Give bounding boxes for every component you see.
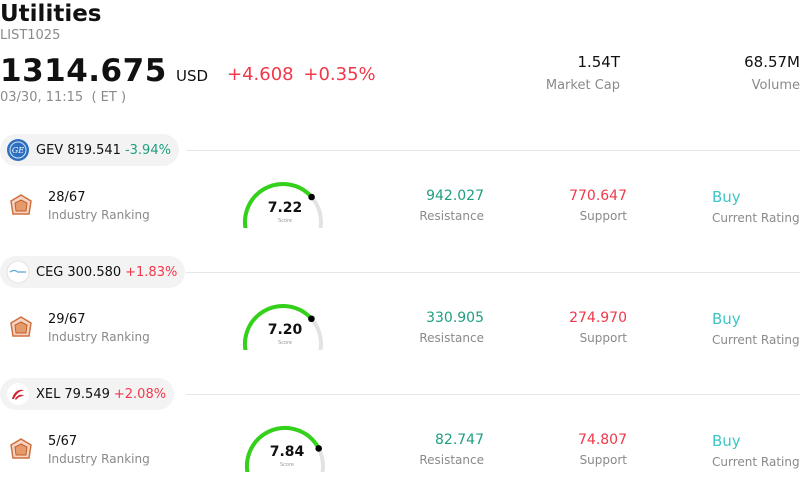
score-gauge-arc bbox=[245, 426, 325, 481]
svg-text:GE: GE bbox=[12, 146, 24, 155]
list-code: LIST1025 bbox=[0, 28, 61, 43]
rating-value[interactable]: Buy bbox=[712, 432, 741, 450]
gauge-marker bbox=[308, 193, 315, 201]
currency-label: USD bbox=[176, 67, 209, 85]
stock-chip-ceg[interactable]: CEG 300.580 +1.83% bbox=[0, 256, 186, 288]
ranking-badge-icon bbox=[8, 315, 34, 341]
stock-change-percent: +1.83% bbox=[125, 264, 178, 280]
gauge-marker bbox=[315, 445, 322, 452]
score-gauge-arc bbox=[243, 304, 323, 359]
score-label: Score bbox=[279, 462, 294, 468]
resistance-label: Resistance bbox=[419, 453, 484, 467]
stock-change-percent: -3.94% bbox=[124, 142, 171, 158]
support-value: 74.807 bbox=[578, 432, 627, 448]
section-divider bbox=[186, 150, 800, 151]
stock-change-percent: +2.08% bbox=[113, 386, 167, 402]
stock-price: 819.541 bbox=[67, 142, 121, 158]
ticker: CEG bbox=[36, 264, 64, 280]
change-percent: +0.35% bbox=[303, 64, 376, 85]
ge-logo-icon: GE bbox=[6, 138, 30, 162]
stock-chip-xel[interactable]: XEL 79.549 +2.08% bbox=[0, 378, 175, 410]
score-gauge bbox=[240, 300, 326, 359]
market-cap-value: 1.54T bbox=[577, 53, 620, 71]
support-label: Support bbox=[579, 331, 627, 345]
stock-price: 79.549 bbox=[64, 386, 110, 402]
score-gauge-arc bbox=[243, 182, 323, 237]
ranking-badge-icon bbox=[8, 193, 34, 219]
score-label: Score bbox=[277, 340, 292, 346]
gauge-fill bbox=[243, 182, 314, 237]
support-label: Support bbox=[579, 209, 627, 223]
stock-price: 300.580 bbox=[67, 264, 122, 280]
volume-value: 68.57M bbox=[744, 53, 800, 71]
timestamp: 03/30, 11:15 ( ET ) bbox=[0, 90, 127, 105]
ticker: XEL bbox=[36, 386, 61, 402]
industry-rank-label: Industry Ranking bbox=[48, 452, 150, 466]
index-price: 1314.675 bbox=[0, 53, 167, 89]
industry-rank-label: Industry Ranking bbox=[48, 208, 150, 222]
index-change: +4.608 +0.35% bbox=[227, 64, 376, 85]
support-label: Support bbox=[579, 453, 627, 467]
gauge-fill bbox=[243, 304, 314, 359]
resistance-label: Resistance bbox=[419, 331, 484, 345]
industry-rank: 5/67 bbox=[48, 434, 78, 449]
gauge-fill bbox=[245, 426, 321, 481]
xcel-logo-icon bbox=[6, 382, 30, 406]
section-divider bbox=[186, 394, 800, 395]
industry-rank: 29/67 bbox=[48, 312, 86, 327]
score-label: Score bbox=[277, 218, 292, 224]
resistance-value: 942.027 bbox=[426, 188, 484, 204]
rating-value[interactable]: Buy bbox=[712, 310, 741, 328]
score-gauge bbox=[242, 422, 328, 481]
resistance-value: 82.747 bbox=[435, 432, 484, 448]
rating-label: Current Rating bbox=[712, 333, 800, 347]
ticker: GEV bbox=[36, 142, 64, 158]
score-gauge bbox=[240, 178, 326, 237]
score-value: 7.84 bbox=[269, 444, 305, 460]
score-value: 7.20 bbox=[267, 322, 303, 338]
gauge-marker bbox=[308, 315, 315, 323]
constellation-logo-icon bbox=[6, 260, 30, 284]
stock-chip-gev[interactable]: GE GEV 819.541 -3.94% bbox=[0, 134, 179, 166]
page-title: Utilities bbox=[0, 1, 102, 27]
score-value: 7.22 bbox=[267, 200, 303, 216]
ranking-badge-icon bbox=[8, 437, 34, 463]
change-value: +4.608 bbox=[227, 64, 294, 85]
volume-label: Volume bbox=[751, 78, 800, 93]
rating-label: Current Rating bbox=[712, 455, 800, 469]
section-divider bbox=[186, 272, 800, 273]
rating-value[interactable]: Buy bbox=[712, 188, 741, 206]
support-value: 274.970 bbox=[569, 310, 627, 326]
rating-label: Current Rating bbox=[712, 211, 800, 225]
market-cap-label: Market Cap bbox=[545, 78, 620, 93]
resistance-label: Resistance bbox=[419, 209, 484, 223]
resistance-value: 330.905 bbox=[426, 310, 484, 326]
industry-rank-label: Industry Ranking bbox=[48, 330, 150, 344]
support-value: 770.647 bbox=[569, 188, 627, 204]
industry-rank: 28/67 bbox=[48, 190, 86, 205]
